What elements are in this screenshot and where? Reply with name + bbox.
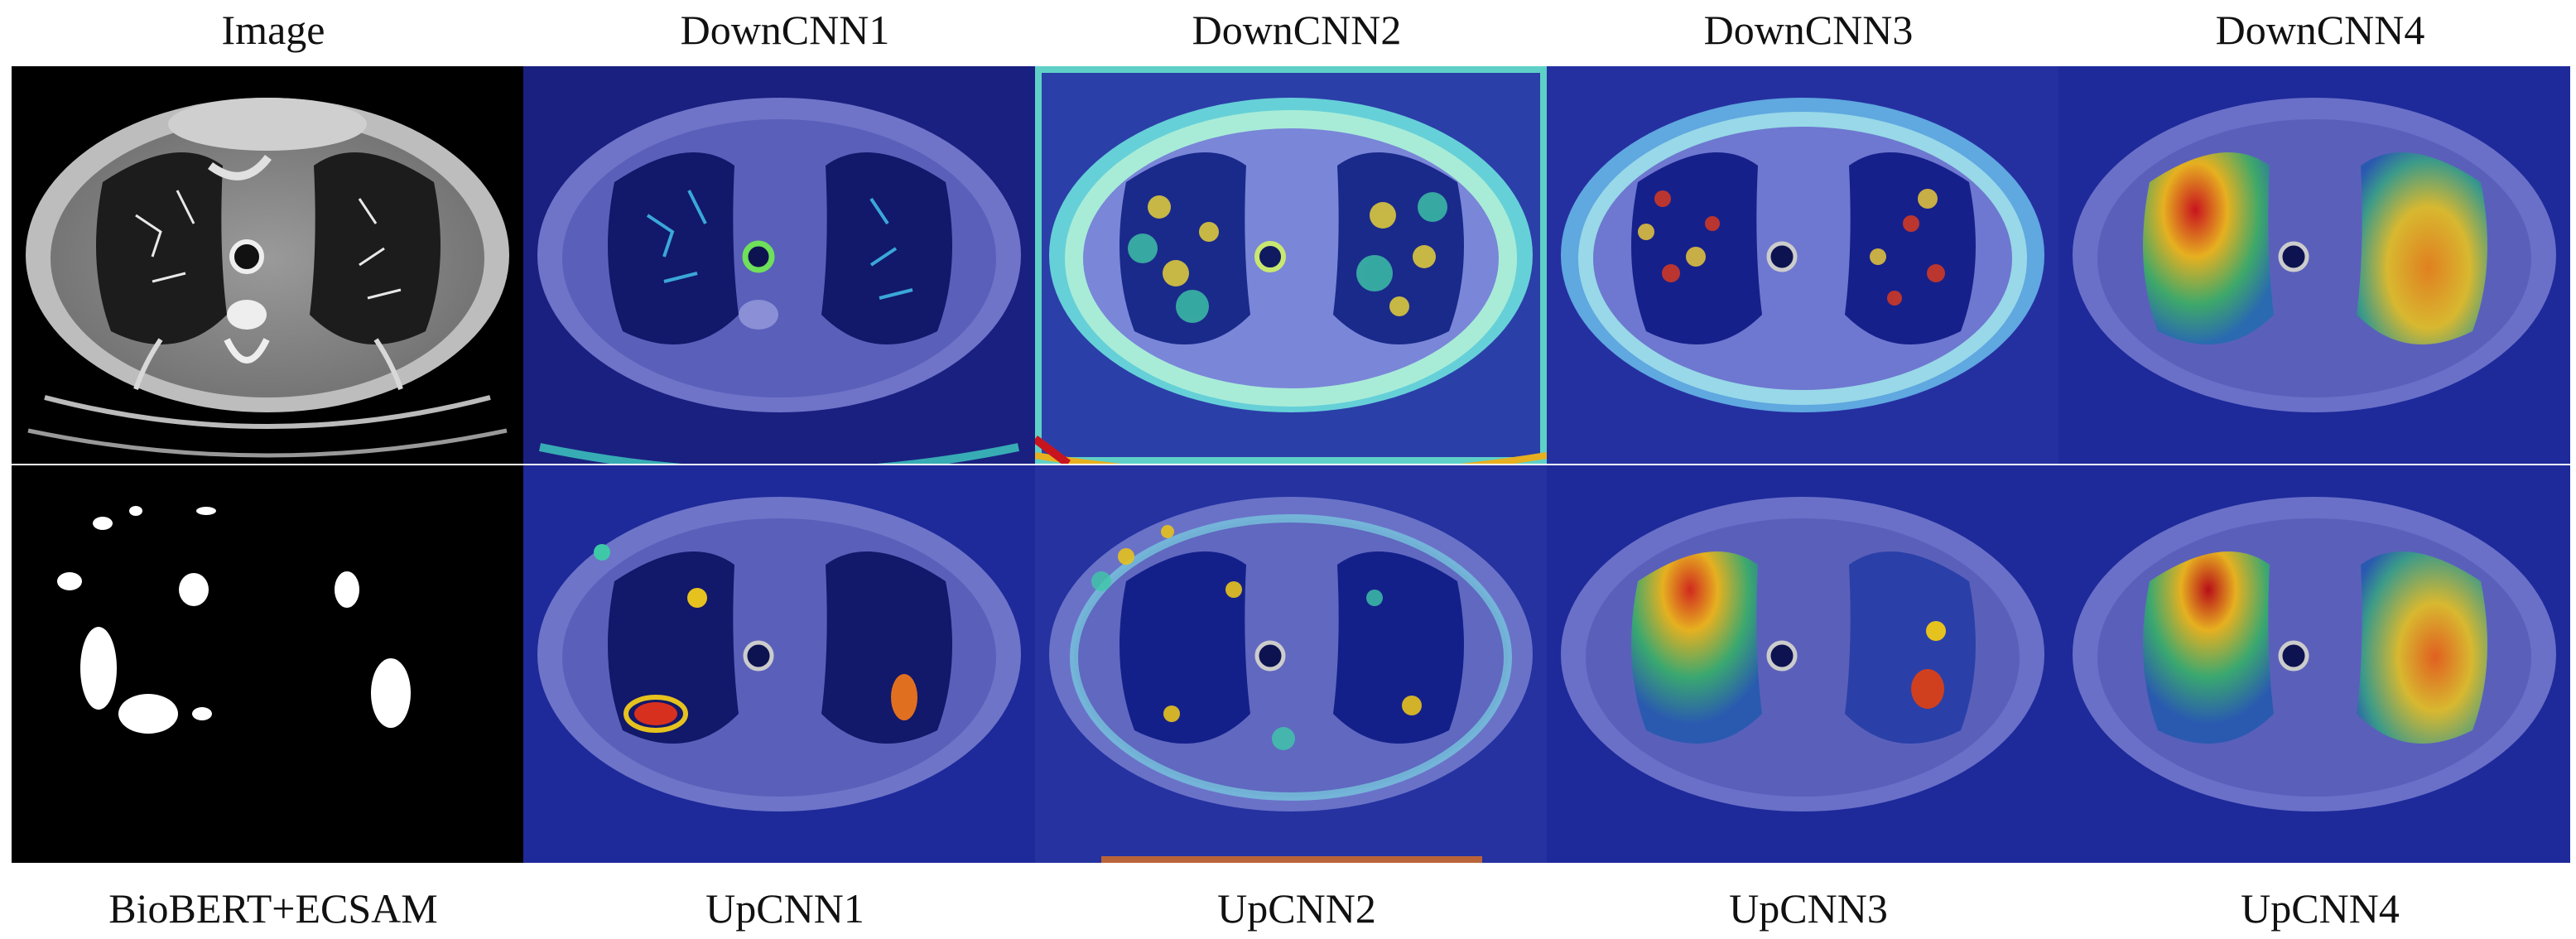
label-upcnn1: UpCNN1 — [528, 884, 1042, 933]
panel-ct-image — [12, 66, 523, 464]
panel-upcnn2-heatmap — [1035, 465, 1547, 863]
panel-segmentation-mask — [12, 465, 523, 863]
label-biobert-ecsam: BioBERT+ECSAM — [17, 884, 530, 933]
label-upcnn3: UpCNN3 — [1552, 884, 2065, 933]
panel-downcnn2-heatmap — [1035, 66, 1547, 464]
label-upcnn2: UpCNN2 — [1040, 884, 1553, 933]
panel-upcnn3-heatmap — [1547, 465, 2058, 863]
panel-upcnn4-heatmap — [2058, 465, 2570, 863]
label-downcnn3: DownCNN3 — [1552, 5, 2065, 55]
panel-downcnn4-heatmap — [2058, 66, 2570, 464]
label-downcnn4: DownCNN4 — [2063, 5, 2576, 55]
label-upcnn4: UpCNN4 — [2063, 884, 2576, 933]
panel-downcnn3-heatmap — [1547, 66, 2058, 464]
label-downcnn2: DownCNN2 — [1040, 5, 1553, 55]
panel-downcnn1-heatmap — [523, 66, 1035, 464]
panel-upcnn1-heatmap — [523, 465, 1035, 863]
label-downcnn1: DownCNN1 — [528, 5, 1042, 55]
label-image: Image — [17, 5, 530, 55]
